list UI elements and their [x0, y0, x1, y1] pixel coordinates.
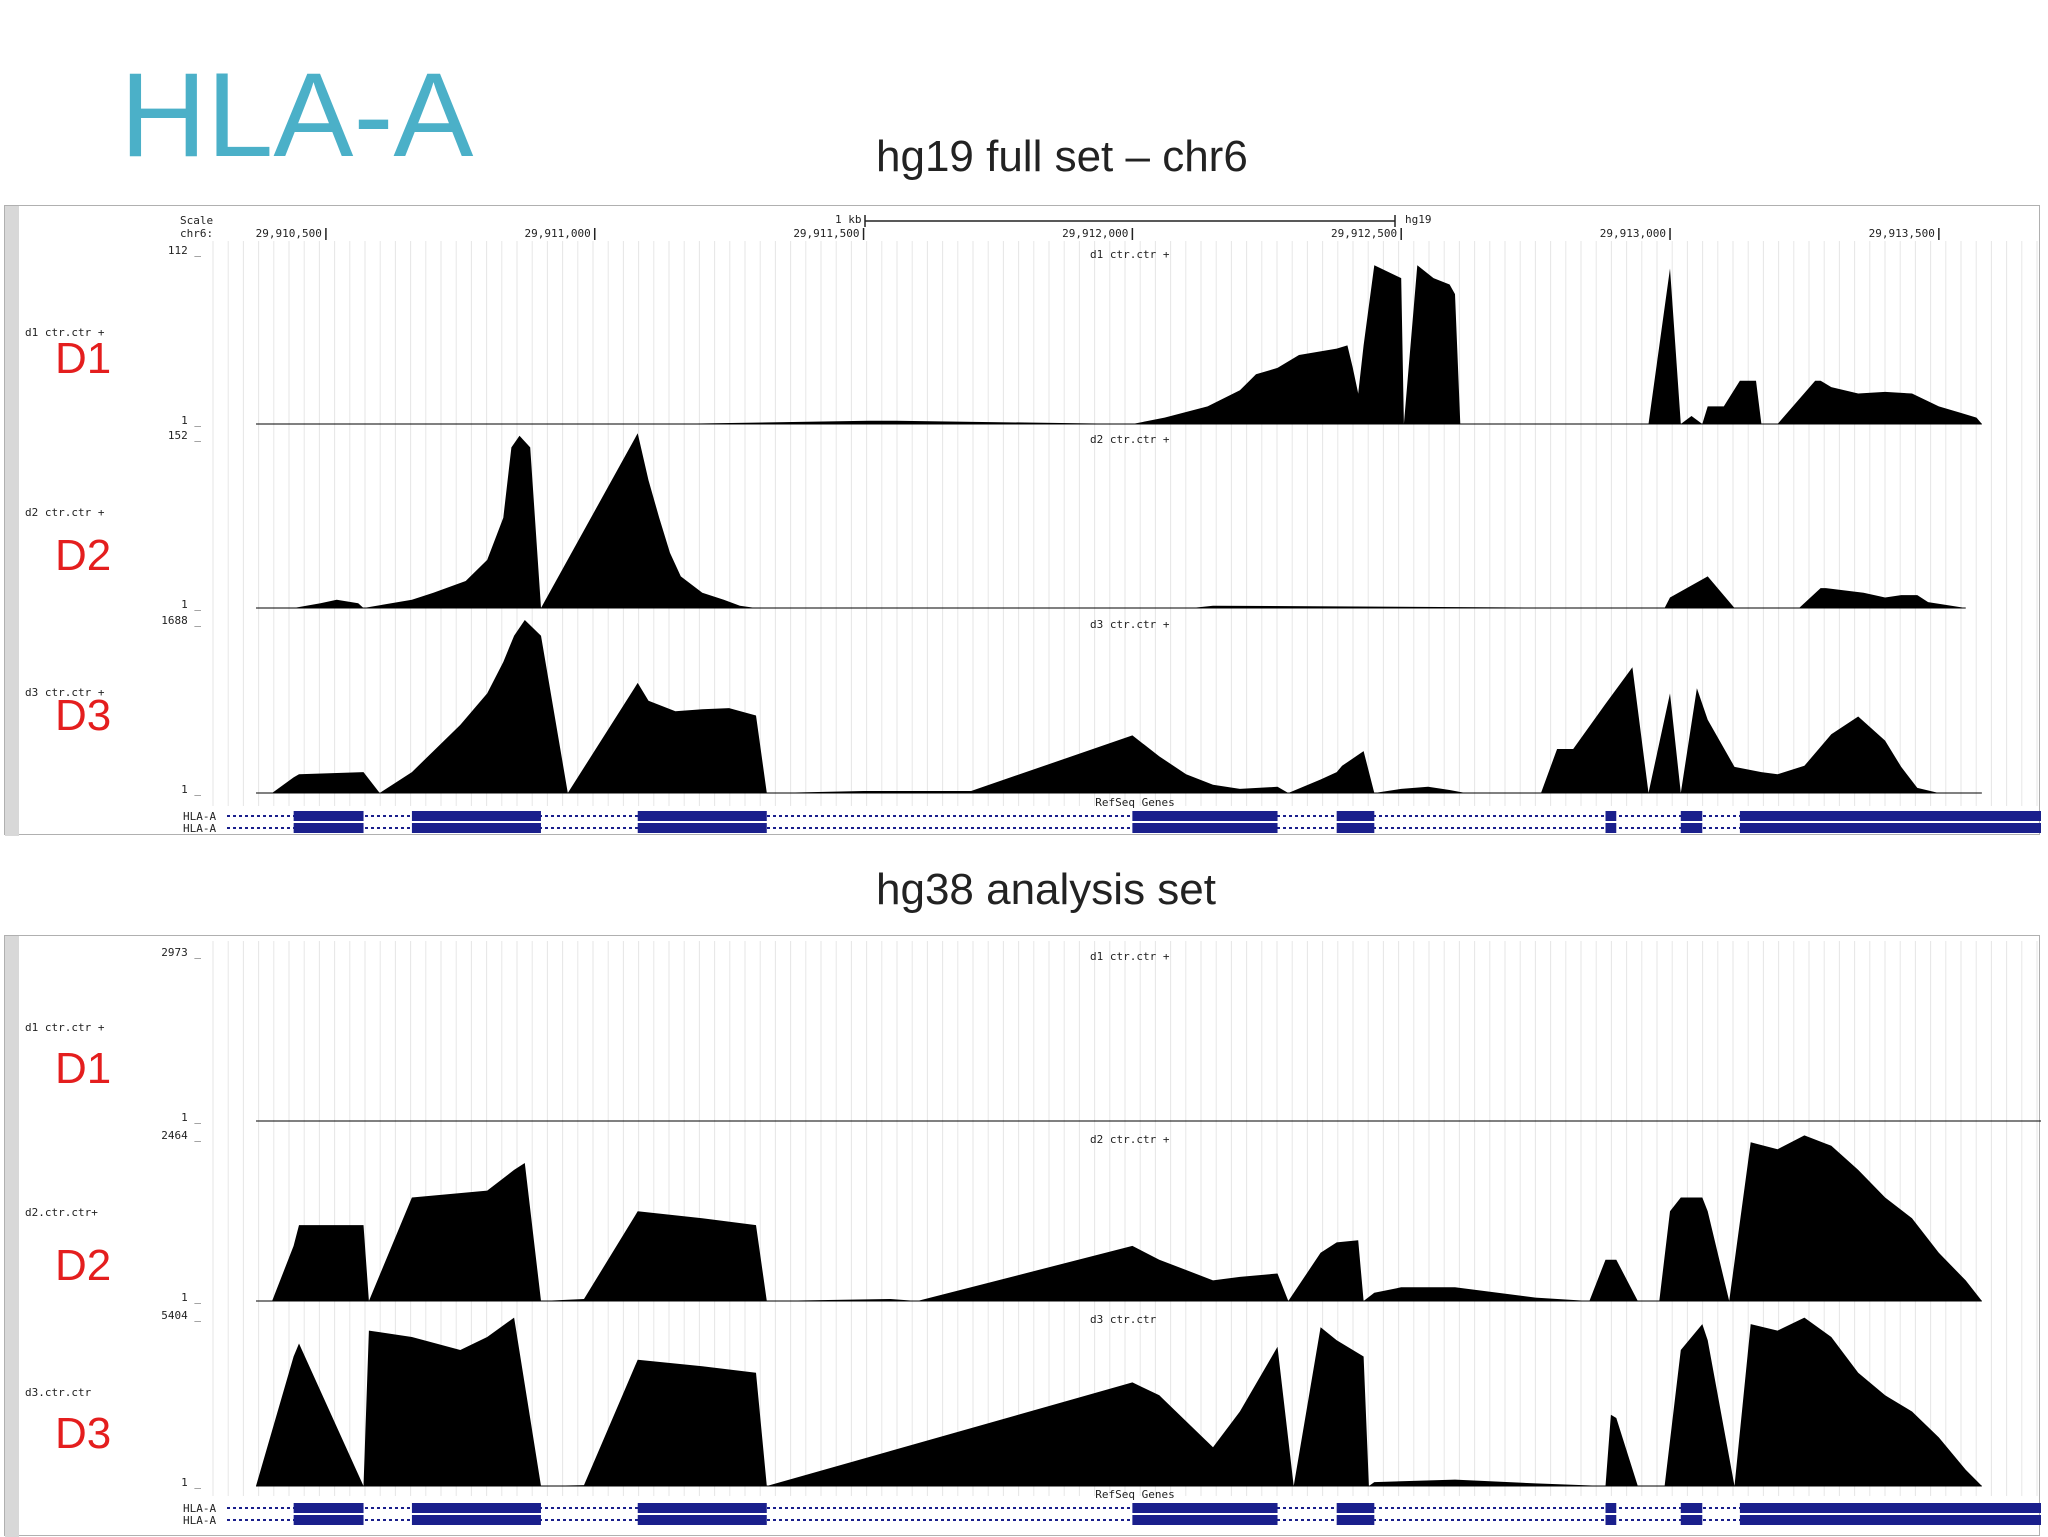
gene-exon	[1132, 823, 1278, 833]
position-label: 29,912,500	[1331, 227, 1397, 240]
track-center-label: d1 ctr.ctr +	[1090, 950, 1170, 963]
track-max-label: 2464 _	[161, 1129, 201, 1142]
gene-exon	[1680, 811, 1703, 821]
track-max-label: 152 _	[168, 429, 201, 442]
gene-exon	[1336, 811, 1375, 821]
track-label: d1 ctr.ctr +	[25, 326, 105, 339]
gene-exon	[1680, 823, 1703, 833]
gene-exon	[411, 1515, 541, 1525]
genome-browser-panel-hg19: Scale chr6: 1 kb hg19 29,910,500 29,911,000 29…	[4, 205, 2041, 836]
gene-exon	[1739, 1503, 2041, 1513]
position-label: 29,913,000	[1600, 227, 1666, 240]
gene-exon	[293, 811, 364, 821]
track-label: d3.ctr.ctr	[25, 1386, 92, 1399]
gene-exon	[293, 823, 364, 833]
hg38-coverage-plot: d1 ctr.ctr + d1 ctr.ctr + 2973 _ 1 _ d2.ctr.…	[5, 936, 2041, 1537]
chrom-label: chr6:	[180, 227, 213, 240]
gene-exon	[1739, 823, 2041, 833]
margin-strip	[5, 206, 19, 836]
track-center-label: d2 ctr.ctr +	[1090, 433, 1170, 446]
donor-label-d1: D1	[55, 334, 112, 383]
gene-exon	[1336, 823, 1375, 833]
track-min-label: 1 _	[181, 598, 201, 611]
scale-bar-label: 1 kb	[835, 213, 862, 226]
gene-exon	[637, 1515, 767, 1525]
genome-browser-panel-hg38: d1 ctr.ctr + d1 ctr.ctr + 2973 _ 1 _ d2.ctr.…	[4, 935, 2041, 1537]
genes-track-label: RefSeq Genes	[1095, 1488, 1174, 1501]
coverage-area-d1	[256, 265, 1982, 424]
track-min-label: 1 _	[181, 1476, 201, 1489]
position-label: 29,911,500	[793, 227, 859, 240]
coverage-area-d3	[256, 620, 1982, 793]
donor-label-d3: D3	[55, 1409, 112, 1458]
track-min-label: 1 _	[181, 783, 201, 796]
track-center-label: d2 ctr.ctr +	[1090, 1133, 1170, 1146]
track-label: d1 ctr.ctr +	[25, 1021, 105, 1034]
track-label: d3 ctr.ctr +	[25, 686, 105, 699]
donor-label-d2: D2	[55, 1241, 112, 1290]
gene-exon	[637, 1503, 767, 1513]
coverage-area-d3	[256, 1317, 1982, 1486]
gene-row-label: HLA-A	[183, 1502, 216, 1515]
gene-exon	[411, 811, 541, 821]
gene-exon	[637, 823, 767, 833]
track-label: d2.ctr.ctr+	[25, 1206, 98, 1219]
track-min-label: 1 _	[181, 414, 201, 427]
gene-exon	[1132, 1515, 1278, 1525]
track-min-label: 1 _	[181, 1291, 201, 1304]
position-label: 29,912,000	[1062, 227, 1128, 240]
gene-row-label: HLA-A	[183, 822, 216, 835]
assembly-label: hg19	[1405, 213, 1432, 226]
track-max-label: 2973 _	[161, 946, 201, 959]
gene-exon	[293, 1503, 364, 1513]
track-min-label: 1 _	[181, 1111, 201, 1124]
gene-exon	[1739, 811, 2041, 821]
track-center-label: d3 ctr.ctr	[1090, 1313, 1157, 1326]
donor-label-d1: D1	[55, 1044, 112, 1093]
coverage-area-d2	[256, 1135, 1982, 1301]
slide-title: HLA-A	[120, 48, 474, 182]
gene-exon	[1336, 1515, 1375, 1525]
gene-exon	[1680, 1503, 1703, 1513]
gene-exon	[637, 811, 767, 821]
gene-exon	[411, 823, 541, 833]
scale-label: Scale	[180, 214, 213, 227]
track-center-label: d1 ctr.ctr +	[1090, 248, 1170, 261]
position-label: 29,913,500	[1869, 227, 1935, 240]
gene-exon	[1739, 1515, 2041, 1525]
gene-exon	[1605, 811, 1617, 821]
gene-row-label: HLA-A	[183, 810, 216, 823]
gene-exon	[1680, 1515, 1703, 1525]
genes-track-label: RefSeq Genes	[1095, 796, 1174, 809]
gene-exon	[293, 1515, 364, 1525]
track-max-label: 1688 _	[161, 614, 201, 627]
gene-exon	[1132, 1503, 1278, 1513]
panel2-heading: hg38 analysis set	[876, 865, 1216, 914]
position-label: 29,911,000	[524, 227, 590, 240]
gene-row-label: HLA-A	[183, 1514, 216, 1527]
donor-label-d3: D3	[55, 691, 112, 740]
gene-exon	[1605, 1503, 1617, 1513]
track-center-label: d3 ctr.ctr +	[1090, 618, 1170, 631]
track-max-label: 5404 _	[161, 1309, 201, 1322]
gene-exon	[1605, 1515, 1617, 1525]
donor-label-d2: D2	[55, 531, 112, 580]
coverage-area-d2	[256, 433, 1966, 608]
gene-exon	[1336, 1503, 1375, 1513]
track-label: d2 ctr.ctr +	[25, 506, 105, 519]
gene-exon	[411, 1503, 541, 1513]
margin-strip	[5, 936, 19, 1537]
panel1-heading: hg19 full set – chr6	[876, 132, 1248, 181]
gene-exon	[1605, 823, 1617, 833]
gene-exon	[1132, 811, 1278, 821]
position-label: 29,910,500	[256, 227, 322, 240]
track-max-label: 112 _	[168, 244, 201, 257]
